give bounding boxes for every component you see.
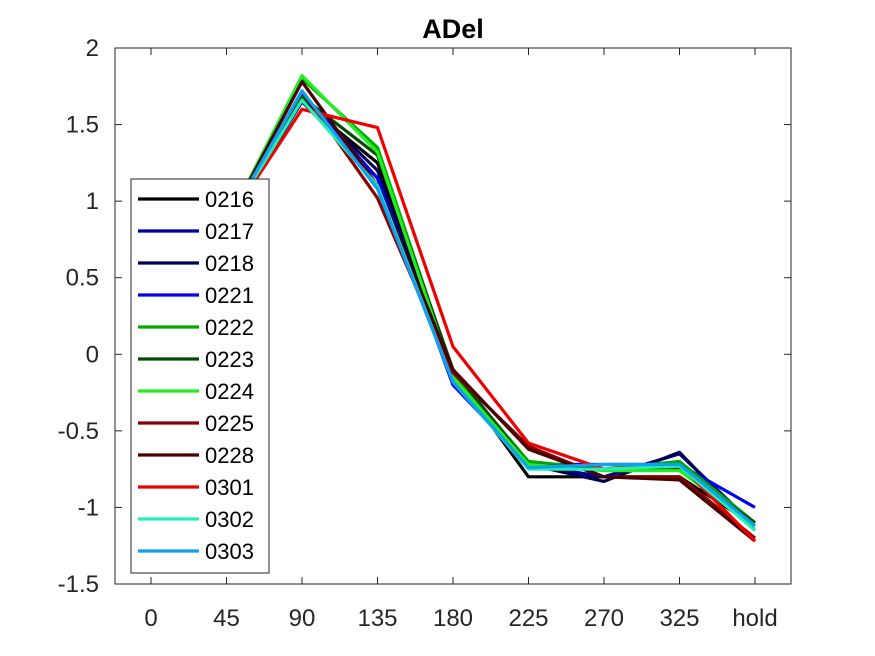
y-tick-label: -0.5 bbox=[58, 418, 99, 445]
legend-label-0221: 0221 bbox=[205, 283, 254, 308]
y-tick-label: -1.5 bbox=[58, 571, 99, 598]
legend-label-0218: 0218 bbox=[205, 251, 254, 276]
legend-label-0225: 0225 bbox=[205, 411, 254, 436]
legend: 0216 0217 0218 0221 0222 0223 0224 0225 0228 0301… bbox=[130, 178, 270, 574]
y-tick-label: 1.5 bbox=[66, 112, 99, 139]
x-tick-label: 0 bbox=[144, 605, 157, 632]
x-tick-label: 270 bbox=[584, 605, 624, 632]
y-tick-label: 0.5 bbox=[66, 265, 99, 292]
legend-label-0217: 0217 bbox=[205, 219, 254, 244]
y-tick-label: 0 bbox=[86, 341, 99, 368]
legend-label-0222: 0222 bbox=[205, 315, 254, 340]
legend-label-0216: 0216 bbox=[205, 187, 254, 212]
y-tick-label: 2 bbox=[86, 35, 99, 62]
x-tick-label: hold bbox=[732, 605, 777, 632]
legend-label-0224: 0224 bbox=[205, 379, 254, 404]
legend-box bbox=[130, 178, 270, 574]
x-tick-label: 45 bbox=[213, 605, 240, 632]
legend-label-0223: 0223 bbox=[205, 347, 254, 372]
x-tick-label: 325 bbox=[659, 605, 699, 632]
x-tick-label: 90 bbox=[289, 605, 316, 632]
y-tick-label: -1 bbox=[78, 494, 99, 521]
legend-label-0301: 0301 bbox=[205, 475, 254, 500]
legend-label-0302: 0302 bbox=[205, 507, 254, 532]
legend-label-0228: 0228 bbox=[205, 443, 254, 468]
x-tick-label: 135 bbox=[357, 605, 397, 632]
x-tick-label: 225 bbox=[508, 605, 548, 632]
y-tick-label: 1 bbox=[86, 188, 99, 215]
x-tick-label: 180 bbox=[433, 605, 473, 632]
axis-ticks: 0 45 90 135 180 225 270 325 hold -1.5 -1 -0.5 0 0.5 1 1… bbox=[58, 35, 791, 632]
chart-title: ADel bbox=[422, 14, 484, 44]
legend-label-0303: 0303 bbox=[205, 539, 254, 564]
